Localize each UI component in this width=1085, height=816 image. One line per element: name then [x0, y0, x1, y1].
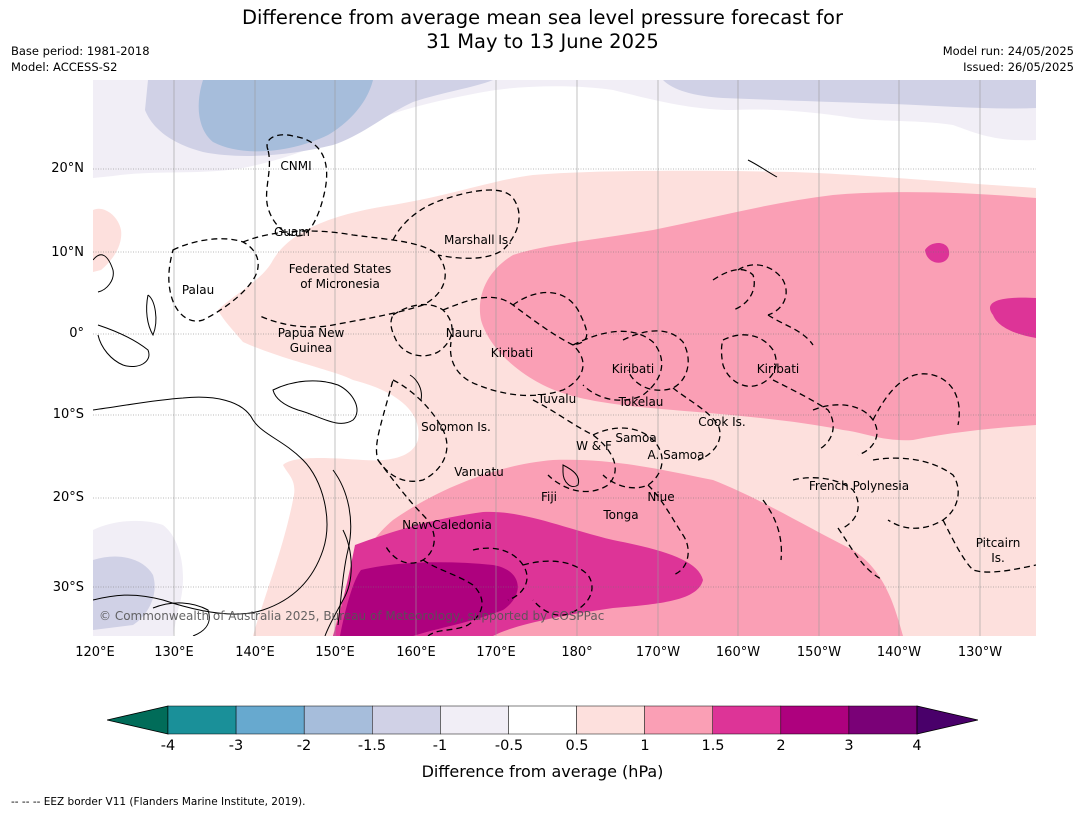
region-label-tonga: Tonga	[603, 508, 639, 522]
region-label-png-line1: Papua New	[277, 326, 345, 340]
colorbar	[107, 705, 978, 735]
lon-tick-140e: 140°E	[235, 645, 275, 660]
pressure-anomaly-map	[93, 80, 1036, 636]
anomaly-region-neg-north-east	[663, 80, 1036, 109]
lat-tick-20s: 20°S	[52, 490, 84, 505]
colorbar-cell	[576, 705, 645, 735]
colorbar-tick: 3	[844, 738, 854, 754]
coastlines	[93, 159, 778, 636]
lon-tick-160w: 160°W	[715, 645, 761, 660]
colorbar-tick: -4	[160, 738, 176, 754]
anomaly-region-neg-north-core	[198, 80, 373, 152]
region-label-png-line2: Guinea	[289, 341, 333, 355]
lon-tick-160e: 160°E	[396, 645, 436, 660]
lat-tick-0: 0°	[69, 326, 84, 341]
region-label-palau: Palau	[181, 283, 215, 297]
base-period: Base period: 1981-2018	[11, 44, 150, 58]
lat-tick-30s: 30°S	[52, 580, 84, 595]
region-label-tuvalu: Tuvalu	[537, 392, 577, 406]
region-label-pitcairn-line1: Pitcairn	[975, 536, 1021, 550]
lon-tick-130e: 130°E	[154, 645, 194, 660]
lat-tick-10s: 10°S	[52, 407, 84, 422]
colorbar-tick: 2	[776, 738, 786, 754]
lon-tick-170w: 170°W	[635, 645, 681, 660]
region-label-tokelau: Tokelau	[618, 395, 664, 409]
region-label-guam: Guam	[274, 225, 310, 239]
anomaly-region-pos-0-5-west	[93, 208, 122, 272]
colorbar-cell	[303, 705, 373, 735]
region-label-marshall-islands: Marshall Is.	[444, 233, 512, 247]
graticule	[173, 80, 981, 636]
issued-date: Issued: 26/05/2025	[963, 60, 1074, 74]
region-label-kiribati-central: Kiribati	[611, 362, 655, 376]
region-label-wallis-futuna: W & F	[576, 439, 612, 453]
colorbar-tick: 1	[640, 738, 650, 754]
region-label-fiji: Fiji	[540, 490, 558, 504]
region-label-solomon-islands: Solomon Is.	[421, 420, 491, 434]
region-label-samoa: Samoa	[615, 431, 657, 445]
colorbar-cells	[167, 705, 918, 735]
anomaly-region-neg-southwest-core	[93, 556, 155, 630]
region-label-micronesia-line2: of Micronesia	[300, 277, 380, 291]
lon-tick-180: 180°	[561, 645, 593, 660]
lat-tick-20n: 20°N	[51, 161, 84, 176]
region-label-vanuatu: Vanuatu	[454, 465, 504, 479]
colorbar-label: Difference from average (hPa)	[421, 762, 664, 781]
colorbar-tick: 0.5	[565, 738, 589, 754]
region-label-kiribati-west: Kiribati	[490, 346, 534, 360]
lon-tick-130w: 130°W	[957, 645, 1003, 660]
colorbar-cell	[848, 705, 918, 735]
colorbar-cell	[508, 705, 577, 735]
colorbar-cell	[167, 705, 237, 735]
colorbar-cell	[644, 705, 713, 735]
lat-tick-10n: 10°N	[51, 245, 84, 260]
graticule-latitudes	[93, 168, 1036, 588]
anomaly-region-pos-1-north	[479, 192, 1036, 441]
region-label-kiribati-east: Kiribati	[756, 362, 800, 376]
colorbar-cell	[712, 705, 782, 735]
lon-tick-140w: 140°W	[876, 645, 922, 660]
region-label-nauru: Nauru	[445, 326, 483, 340]
colorbar-tick: -3	[228, 738, 244, 754]
region-label-pitcairn-line2: Is.	[991, 551, 1005, 565]
lon-tick-150e: 150°E	[315, 645, 355, 660]
eez-borders	[168, 134, 1036, 636]
colorbar-tick: 4	[912, 738, 922, 754]
anomaly-region-pos-2	[340, 562, 518, 636]
colorbar-tick: -1.5	[357, 738, 387, 754]
anomaly-region-pos-1-5-east	[989, 297, 1036, 338]
model-name: Model: ACCESS-S2	[11, 60, 118, 74]
copyright-notice: © Commonwealth of Australia 2025, Bureau…	[99, 609, 605, 623]
colorbar-cell	[372, 705, 441, 735]
colorbar-cell	[440, 705, 509, 735]
region-label-niue: Niue	[647, 490, 675, 504]
lon-tick-120e: 120°E	[75, 645, 115, 660]
eez-footnote: -- -- -- EEZ border V11 (Flanders Marine…	[11, 796, 306, 808]
region-label-cook-islands: Cook Is.	[698, 415, 746, 429]
region-label-micronesia-line1: Federated States	[288, 262, 392, 276]
lon-tick-150w: 150°W	[796, 645, 842, 660]
map-title-line1: Difference from average mean sea level p…	[242, 6, 843, 29]
colorbar-cell	[780, 705, 850, 735]
region-label-cnmi: CNMI	[280, 159, 312, 173]
colorbar-cell	[235, 705, 305, 735]
colorbar-tick: -1	[432, 738, 448, 754]
colorbar-tick: 1.5	[701, 738, 725, 754]
region-label-american-samoa: A. Samoa	[647, 448, 705, 462]
model-run: Model run: 24/05/2025	[942, 44, 1074, 58]
anomaly-region-pos-1-5-spot	[925, 243, 950, 263]
colorbar-over-arrow	[916, 705, 978, 735]
region-label-french-polynesia: French Polynesia	[808, 479, 910, 493]
colorbar-under-arrow	[107, 705, 169, 735]
lon-tick-170e: 170°E	[476, 645, 516, 660]
map-title-line2: 31 May to 13 June 2025	[426, 30, 659, 53]
colorbar-tick: -2	[296, 738, 312, 754]
region-label-new-caledonia: New Caledonia	[402, 518, 492, 532]
colorbar-tick: -0.5	[494, 738, 524, 754]
